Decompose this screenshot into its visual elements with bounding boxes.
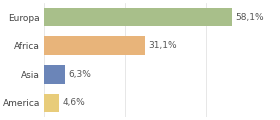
Text: 58,1%: 58,1% [235, 13, 264, 22]
Bar [44, 65, 65, 84]
Text: 6,3%: 6,3% [68, 70, 91, 79]
Text: 31,1%: 31,1% [148, 41, 177, 50]
Bar [44, 94, 59, 112]
Text: 4,6%: 4,6% [62, 98, 85, 107]
Bar [44, 8, 232, 26]
Bar [44, 36, 145, 55]
